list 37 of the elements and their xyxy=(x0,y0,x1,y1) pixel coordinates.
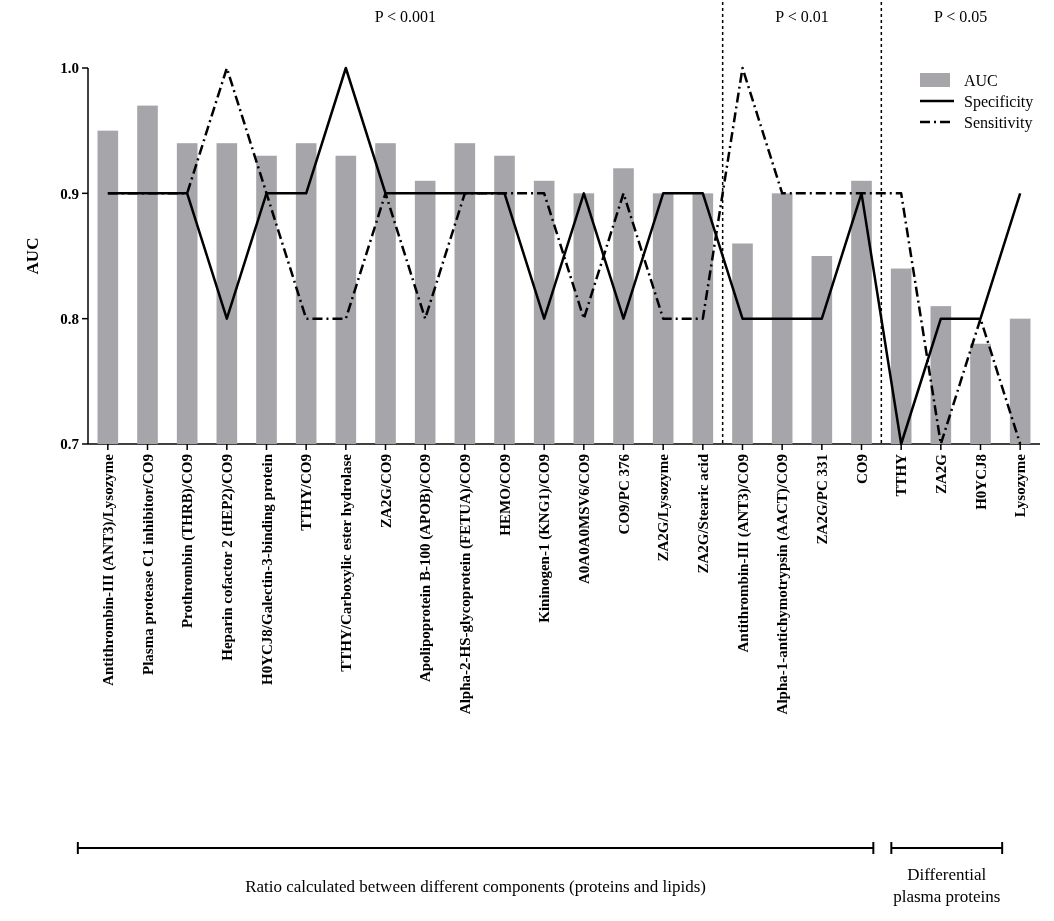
text: Differential plasma proteins xyxy=(893,865,1001,906)
y-tick-label: 0.9 xyxy=(60,185,79,202)
text: P < 0.001 xyxy=(374,8,436,25)
y-tick-label: 0.7 xyxy=(60,436,80,453)
x-tick-label: Kininogen-1 (KNG1)/CO9 xyxy=(536,454,554,623)
legend-label: Sensitivity xyxy=(964,113,1033,132)
x-tick-label: Alpha-2-HS-glycoprotein (FETUA)/CO9 xyxy=(457,454,475,715)
x-tick-label: ZA2G xyxy=(933,453,950,495)
x-tick-label: CO9/PC 376 xyxy=(615,453,632,535)
x-tick-label: Plasma protease C1 inhibitor/CO9 xyxy=(139,454,156,675)
x-tick-label: ZA2G/Lysozyme xyxy=(655,453,672,562)
y-tick-label: 1.0 xyxy=(60,60,79,77)
x-tick-label: HEMO/CO9 xyxy=(496,454,513,536)
x-tick-label: TTHY/CO9 xyxy=(298,454,315,531)
x-tick-label: Prothrombin (THRB)/CO9 xyxy=(179,454,197,629)
x-tick-label: ZA2G/Stearic acid xyxy=(695,453,712,574)
x-tick-label: TTHY xyxy=(893,453,910,497)
x-tick-label: Apolipoprotein B-100 (APOB)/CO9 xyxy=(417,454,435,683)
text: P < 0.01 xyxy=(775,8,829,25)
x-tick-label: H0YCJ8/Galectin-3-binding protein xyxy=(258,453,275,685)
x-tick-label: TTHY/Carboxylic ester hydrolase xyxy=(338,453,355,672)
x-tick-label: Antithrombin-III (ANT3)/Lysozyme xyxy=(100,453,118,686)
x-tick-label: H0YCJ8 xyxy=(972,454,989,510)
x-tick-label: ZA2G/CO9 xyxy=(377,454,394,529)
x-tick-label: Lysozyme xyxy=(1012,453,1029,518)
x-tick-label: A0A0A0MSV6/CO9 xyxy=(576,454,593,584)
text: P < 0.05 xyxy=(934,8,988,25)
x-tick-label: Antithrombin-III (ANT3)/CO9 xyxy=(734,454,752,653)
legend-label: AUC xyxy=(964,71,998,89)
x-tick-label: CO9 xyxy=(853,454,870,484)
y-axis-title: AUC xyxy=(23,237,42,275)
text: Ratio calculated between different components (proteins and lipids) xyxy=(245,877,707,896)
y-tick-label: 0.8 xyxy=(60,310,79,327)
x-tick-label: ZA2G/PC 331 xyxy=(814,454,831,545)
x-tick-label: Alpha-1-antichymotrypsin (AACT)/CO9 xyxy=(774,454,792,715)
legend-label: Specificity xyxy=(964,92,1034,111)
x-tick-label: Heparin cofactor 2 (HEP2)/CO9 xyxy=(219,454,237,661)
